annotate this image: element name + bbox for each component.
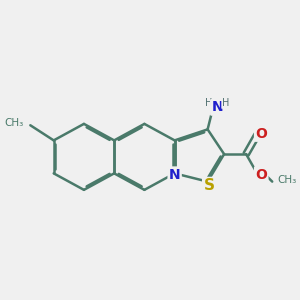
Text: N: N — [212, 100, 223, 114]
Text: S: S — [203, 178, 214, 193]
Text: CH₃: CH₃ — [4, 118, 23, 128]
Text: O: O — [255, 168, 267, 182]
Text: CH₃: CH₃ — [278, 175, 297, 185]
Text: H: H — [222, 98, 229, 108]
Text: O: O — [255, 127, 267, 140]
Text: N: N — [169, 168, 181, 182]
Text: H: H — [205, 98, 213, 108]
